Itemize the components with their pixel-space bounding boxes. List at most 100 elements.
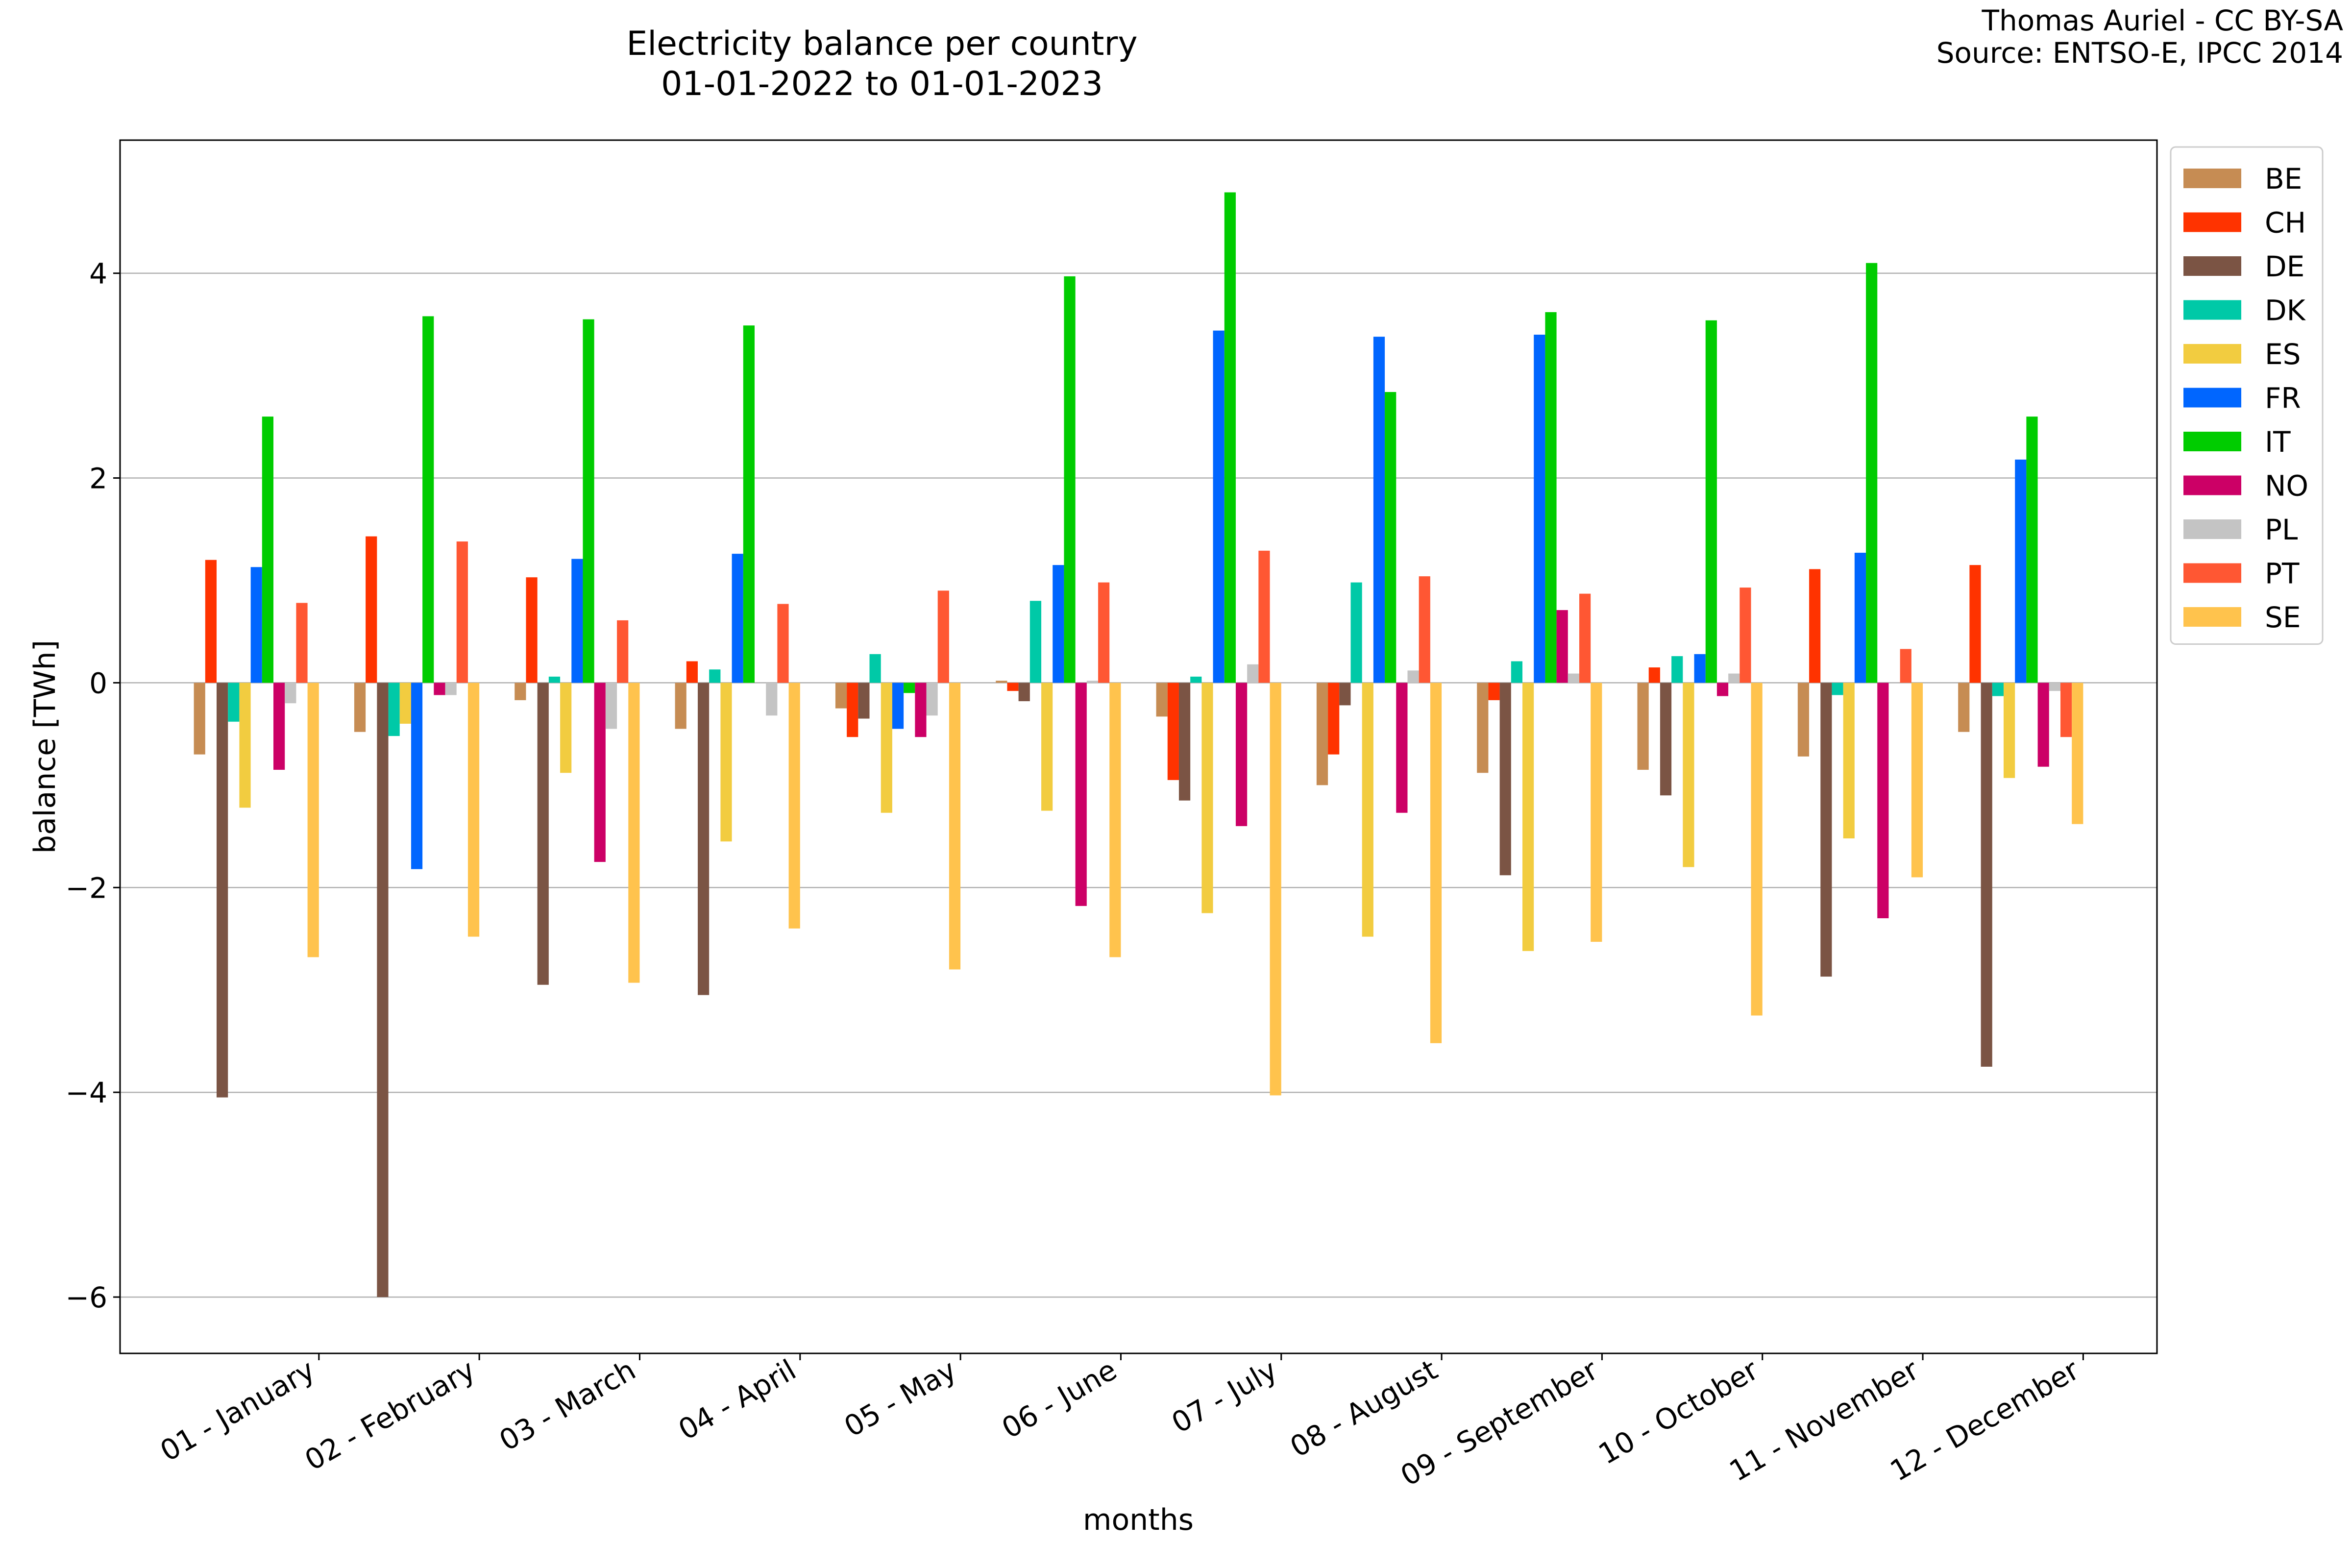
bar-no	[915, 683, 927, 737]
bar-ch	[1167, 683, 1179, 780]
bar-es	[1522, 683, 1534, 951]
bar-no	[273, 683, 285, 770]
bar-pl	[1247, 664, 1259, 683]
bar-se	[1911, 683, 1923, 878]
legend-label-de: DE	[2265, 250, 2304, 283]
bar-it	[1385, 392, 1396, 683]
bar-it	[422, 316, 434, 683]
bar-de	[1660, 683, 1672, 796]
legend-swatch-de	[2183, 256, 2241, 276]
bar-dk	[548, 676, 561, 683]
legend-swatch-no	[2183, 475, 2241, 495]
legend-swatch-dk	[2183, 300, 2241, 320]
bar-fr	[1373, 337, 1385, 683]
bar-it	[1705, 320, 1717, 683]
bar-fr	[732, 554, 743, 683]
bar-dk	[1992, 683, 2004, 696]
y-tick-label: 0	[89, 666, 107, 700]
chart-subtitle: 01-01-2022 to 01-01-2023	[661, 65, 1103, 103]
bar-de	[217, 683, 228, 1098]
bar-pt	[1900, 649, 1911, 683]
y-tick-label: −6	[66, 1281, 108, 1314]
bar-es	[2003, 683, 2015, 778]
bar-de	[1018, 683, 1030, 702]
bar-it	[743, 325, 755, 683]
legend-label-es: ES	[2265, 338, 2301, 371]
bar-it	[262, 416, 274, 683]
bar-es	[720, 683, 732, 842]
bar-pl	[1568, 673, 1580, 683]
bar-es	[1041, 683, 1053, 811]
bar-be	[1797, 683, 1810, 757]
bar-pt	[617, 620, 629, 683]
bar-pl	[445, 683, 457, 695]
chart-title: Electricity balance per country	[626, 24, 1137, 63]
grid-layer	[120, 272, 2157, 1298]
legend-label-fr: FR	[2265, 382, 2301, 415]
bar-pt	[1419, 576, 1430, 683]
bar-es	[1843, 683, 1855, 839]
bar-no	[1075, 683, 1087, 906]
bar-dk	[1511, 661, 1523, 683]
bar-no	[594, 683, 606, 862]
bar-ch	[1809, 569, 1821, 683]
bar-be	[835, 683, 847, 709]
bar-pt	[937, 590, 949, 683]
bar-es	[239, 683, 251, 808]
bar-pt	[1098, 582, 1110, 683]
bar-dk	[228, 683, 240, 722]
bar-dk	[1832, 683, 1843, 695]
bar-be	[194, 683, 205, 755]
y-axis: −6 −4 −2 0 2 4	[66, 257, 120, 1314]
bar-se	[467, 683, 480, 937]
bar-no	[434, 683, 445, 695]
bar-no	[1235, 683, 1248, 826]
bar-se	[1751, 683, 1763, 1016]
bar-ch	[1007, 683, 1019, 691]
bar-de	[858, 683, 870, 719]
bar-pl	[1086, 681, 1099, 683]
legend-label-pl: PL	[2265, 513, 2298, 546]
bar-be	[1316, 683, 1328, 785]
legend-swatch-se	[2183, 607, 2241, 627]
bar-it	[1866, 263, 1878, 683]
frame-layer	[119, 139, 2158, 1354]
bar-it	[583, 319, 594, 683]
legend-swatch-ch	[2183, 212, 2241, 232]
bar-no	[1877, 683, 1889, 918]
bar-pl	[1728, 673, 1740, 683]
bar-es	[881, 683, 892, 813]
bar-pl	[285, 683, 296, 704]
bar-dk	[1190, 676, 1202, 683]
bar-es	[1362, 683, 1373, 937]
bar-de	[1981, 683, 1992, 1067]
bar-dk	[709, 669, 721, 683]
bar-es	[399, 683, 411, 724]
bar-fr	[1213, 330, 1225, 683]
bar-se	[1109, 683, 1121, 957]
bar-pt	[1740, 588, 1751, 683]
bar-fr	[1053, 565, 1064, 683]
bar-dk	[1671, 656, 1683, 683]
bar-it	[1224, 192, 1236, 683]
legend-label-it: IT	[2265, 425, 2291, 459]
bar-be	[675, 683, 686, 729]
bar-pl	[2049, 683, 2060, 691]
bar-fr	[1854, 553, 1866, 683]
credit-source: Source: ENTSO-E, IPCC 2014	[1936, 36, 2343, 70]
bar-se	[1430, 683, 1442, 1043]
legend-label-ch: CH	[2265, 206, 2306, 240]
bar-de	[377, 683, 389, 1298]
y-tick-label: −4	[66, 1076, 108, 1109]
bar-fr	[411, 683, 423, 869]
legend-swatch-fr	[2183, 388, 2241, 408]
bar-pt	[2060, 683, 2072, 737]
legend-swatch-it	[2183, 432, 2241, 451]
bar-be	[1637, 683, 1649, 770]
bar-no	[1556, 610, 1568, 683]
legend-swatch-es	[2183, 344, 2241, 364]
bar-ch	[686, 661, 698, 683]
bar-pt	[456, 541, 468, 683]
